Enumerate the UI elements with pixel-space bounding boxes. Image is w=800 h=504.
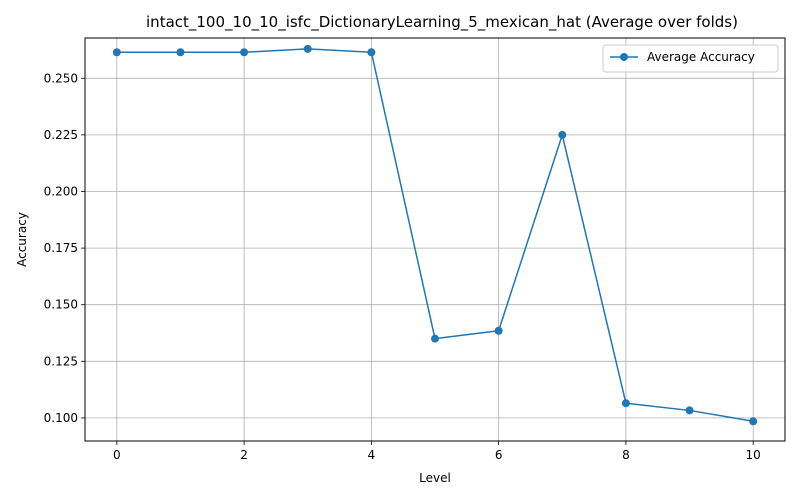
y-axis-label: Accuracy <box>15 212 29 267</box>
x-tick-label: 6 <box>495 448 503 462</box>
data-point <box>558 130 567 139</box>
data-point <box>431 334 439 343</box>
data-point <box>176 48 185 57</box>
y-tick-label: 0.125 <box>44 354 78 368</box>
y-tick-label: 0.175 <box>44 241 78 255</box>
data-point <box>621 399 630 408</box>
x-tick-label: 0 <box>113 448 121 462</box>
data-point <box>367 48 376 57</box>
grid <box>85 38 785 441</box>
x-tick-label: 2 <box>240 448 248 462</box>
y-tick-label: 0.150 <box>44 298 78 312</box>
data-point <box>303 44 312 53</box>
series-layer <box>112 44 758 426</box>
y-tick-label: 0.100 <box>44 411 78 425</box>
legend: Average Accuracy <box>602 44 779 73</box>
plot-area <box>84 37 786 442</box>
data-point <box>494 326 503 335</box>
x-tick-label: 10 <box>746 448 761 462</box>
axis-ticks: 0 2 4 6 8 10 0.100 0.125 0.150 0.175 0.200 0.225 0.2… <box>44 71 761 462</box>
x-axis-label: Level <box>419 471 451 485</box>
chart-title: intact_100_10_10_isfc_DictionaryLearning… <box>146 13 738 32</box>
legend-box <box>602 44 779 73</box>
y-tick-label: 0.250 <box>44 71 78 85</box>
y-tick-label: 0.225 <box>44 128 78 142</box>
x-tick-label: 4 <box>368 448 376 462</box>
y-tick-label: 0.200 <box>44 185 78 199</box>
data-point <box>112 48 121 57</box>
legend-entry-average-accuracy: Average Accuracy <box>647 50 755 64</box>
legend-marker-swatch <box>620 53 628 61</box>
data-point <box>240 48 249 57</box>
x-tick-label: 8 <box>622 448 630 462</box>
data-point <box>685 406 694 415</box>
data-point <box>749 417 758 426</box>
